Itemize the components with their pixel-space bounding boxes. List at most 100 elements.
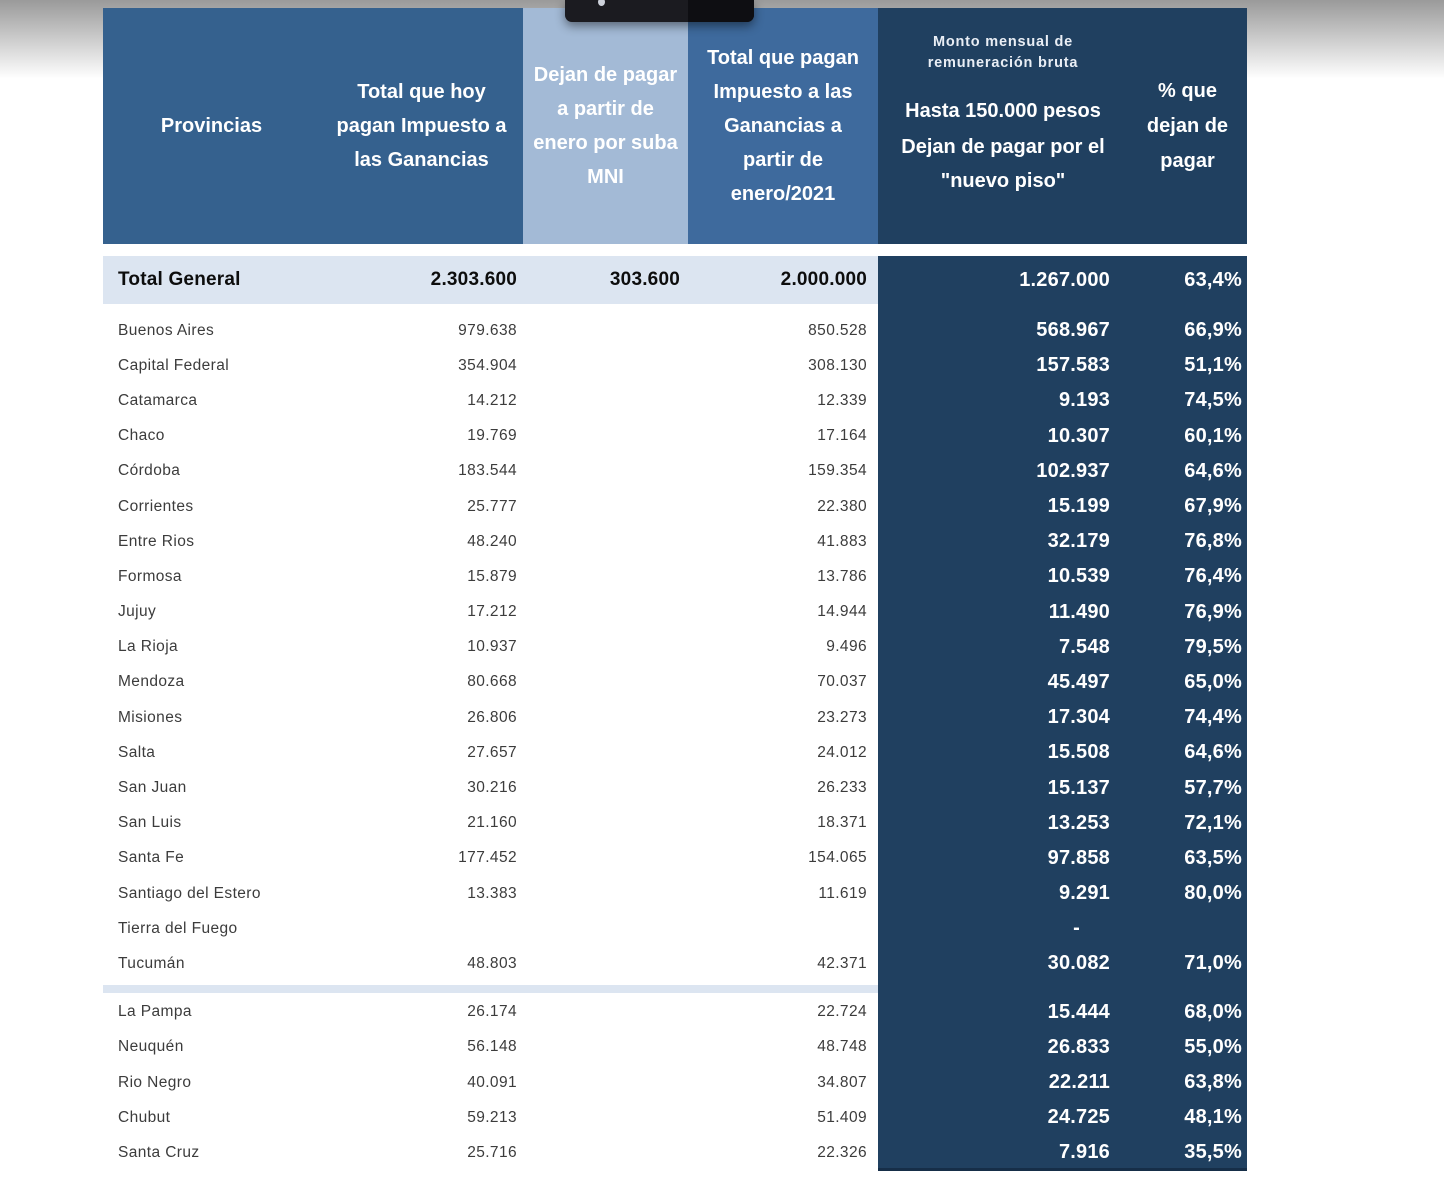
value-from2021: 11.619 xyxy=(818,884,867,902)
value-pct: 80,0% xyxy=(1184,882,1242,905)
value-monto: 7.916 xyxy=(1058,1141,1110,1164)
value-pct: 76,8% xyxy=(1184,530,1242,553)
value-pct: 74,5% xyxy=(1184,389,1242,412)
value-from2021: 48.748 xyxy=(817,1038,867,1056)
province-name: Rio Negro xyxy=(118,1073,192,1091)
value-monto: 17.304 xyxy=(1047,706,1110,729)
value-monto: 9.291 xyxy=(1058,882,1110,905)
province-name: Neuquén xyxy=(118,1038,184,1056)
value-pct: 57,7% xyxy=(1184,776,1242,799)
value-stop xyxy=(523,595,688,630)
table-row: Santa Fe 177.452 154.065 97.858 63,5% xyxy=(103,841,1247,876)
value-pct: 63,5% xyxy=(1184,846,1242,869)
value-pct: 63,8% xyxy=(1184,1071,1242,1094)
table-row: Capital Federal 354.904 308.130 157.583 51,1… xyxy=(103,348,1247,383)
province-name: Misiones xyxy=(118,708,183,726)
row-spacer xyxy=(103,304,1247,313)
value-from2021: 26.233 xyxy=(817,779,867,797)
value-today: 26.174 xyxy=(467,1003,517,1021)
value-today: 59.213 xyxy=(467,1108,517,1126)
value-today: 26.806 xyxy=(467,708,517,726)
value-pct: 67,9% xyxy=(1184,495,1242,518)
value-monto: 15.137 xyxy=(1047,776,1110,799)
total-today: 2.303.600 xyxy=(430,269,517,290)
value-from2021: 51.409 xyxy=(817,1108,867,1126)
province-name: Salta xyxy=(118,743,156,761)
table-row: Jujuy 17.212 14.944 11.490 76,9% xyxy=(103,595,1247,630)
table-row: Entre Rios 48.240 41.883 32.179 76,8% xyxy=(103,524,1247,559)
table-row: Catamarca 14.212 12.339 9.193 74,5% xyxy=(103,383,1247,418)
value-stop xyxy=(523,806,688,841)
value-monto: 24.725 xyxy=(1047,1106,1110,1129)
value-from2021 xyxy=(688,911,878,946)
value-pct: 48,1% xyxy=(1184,1106,1242,1129)
value-pct: 72,1% xyxy=(1184,811,1242,834)
value-stop xyxy=(523,419,688,454)
table-row: Tucumán 48.803 42.371 30.082 71,0% xyxy=(103,946,1247,981)
value-today: 80.668 xyxy=(467,673,517,691)
value-pct: 64,6% xyxy=(1184,459,1242,482)
table-row: Chubut 59.213 51.409 24.725 48,1% xyxy=(103,1100,1247,1135)
value-monto: 32.179 xyxy=(1047,530,1110,553)
table-row: Corrientes 25.777 22.380 15.199 67,9% xyxy=(103,489,1247,524)
header-monto-small: Monto mensual de remuneración bruta xyxy=(927,34,1079,71)
value-today: 177.452 xyxy=(458,849,517,867)
value-pct: 74,4% xyxy=(1184,706,1242,729)
value-monto: 9.193 xyxy=(1058,389,1110,412)
value-monto: 13.253 xyxy=(1047,811,1110,834)
table-row: Mendoza 80.668 70.037 45.497 65,0% xyxy=(103,665,1247,700)
value-monto: 7.548 xyxy=(1058,635,1110,658)
value-stop xyxy=(523,841,688,876)
value-stop xyxy=(523,383,688,418)
province-name: La Rioja xyxy=(118,638,179,656)
header-dejan-mni: Dejan de pagar a partir de enero por sub… xyxy=(523,8,688,244)
value-monto: 10.539 xyxy=(1047,565,1110,588)
table-row: Chaco 19.769 17.164 10.307 60,1% xyxy=(103,419,1247,454)
province-name: Buenos Aires xyxy=(118,321,215,339)
value-monto: 11.490 xyxy=(1048,600,1110,623)
value-from2021: 41.883 xyxy=(817,532,867,550)
value-monto: 568.967 xyxy=(1036,319,1110,342)
value-today: 48.240 xyxy=(467,532,517,550)
value-stop xyxy=(523,1135,688,1170)
province-name: Santa Fe xyxy=(118,849,185,867)
value-from2021: 18.371 xyxy=(817,814,867,832)
value-monto: 102.937 xyxy=(1036,459,1110,482)
rows-main-group: Buenos Aires 979.638 850.528 568.967 66,9% Ca… xyxy=(103,313,1247,982)
value-pct: 55,0% xyxy=(1184,1035,1242,1058)
province-name: Tucumán xyxy=(118,954,185,972)
overlay-toolbar[interactable] xyxy=(565,0,754,22)
value-monto: - xyxy=(1073,917,1080,940)
value-monto: 22.211 xyxy=(1048,1071,1110,1094)
value-stop xyxy=(523,454,688,489)
value-stop xyxy=(523,700,688,735)
table-row: Buenos Aires 979.638 850.528 568.967 66,9% xyxy=(103,313,1247,348)
value-pct: 79,5% xyxy=(1184,635,1242,658)
province-name: Santa Cruz xyxy=(118,1143,200,1161)
value-stop xyxy=(523,770,688,805)
value-from2021: 42.371 xyxy=(817,954,867,972)
value-pct: 65,0% xyxy=(1184,670,1242,693)
value-from2021: 9.496 xyxy=(826,638,867,656)
province-name: La Pampa xyxy=(118,1003,192,1021)
overlay-toolbar-segment[interactable] xyxy=(688,0,754,22)
value-monto: 45.497 xyxy=(1047,670,1110,693)
value-stop xyxy=(523,735,688,770)
header-pct: % que dejan de pagar xyxy=(1128,8,1247,244)
value-pct: 71,0% xyxy=(1184,952,1242,975)
value-today: 56.148 xyxy=(467,1038,517,1056)
value-from2021: 14.944 xyxy=(817,603,867,621)
value-today: 48.803 xyxy=(467,954,517,972)
value-from2021: 159.354 xyxy=(808,462,867,480)
value-pct: 68,0% xyxy=(1184,1000,1242,1023)
value-monto: 15.444 xyxy=(1047,1000,1110,1023)
value-pct: 76,4% xyxy=(1184,565,1242,588)
table-row: Córdoba 183.544 159.354 102.937 64,6% xyxy=(103,454,1247,489)
value-today: 25.777 xyxy=(467,497,517,515)
table-row: Neuquén 56.148 48.748 26.833 55,0% xyxy=(103,1030,1247,1065)
value-today: 15.879 xyxy=(467,567,517,585)
table-row: San Luis 21.160 18.371 13.253 72,1% xyxy=(103,806,1247,841)
table-row: Tierra del Fuego - xyxy=(103,911,1247,946)
group-divider xyxy=(103,984,1247,993)
table-row: Misiones 26.806 23.273 17.304 74,4% xyxy=(103,700,1247,735)
